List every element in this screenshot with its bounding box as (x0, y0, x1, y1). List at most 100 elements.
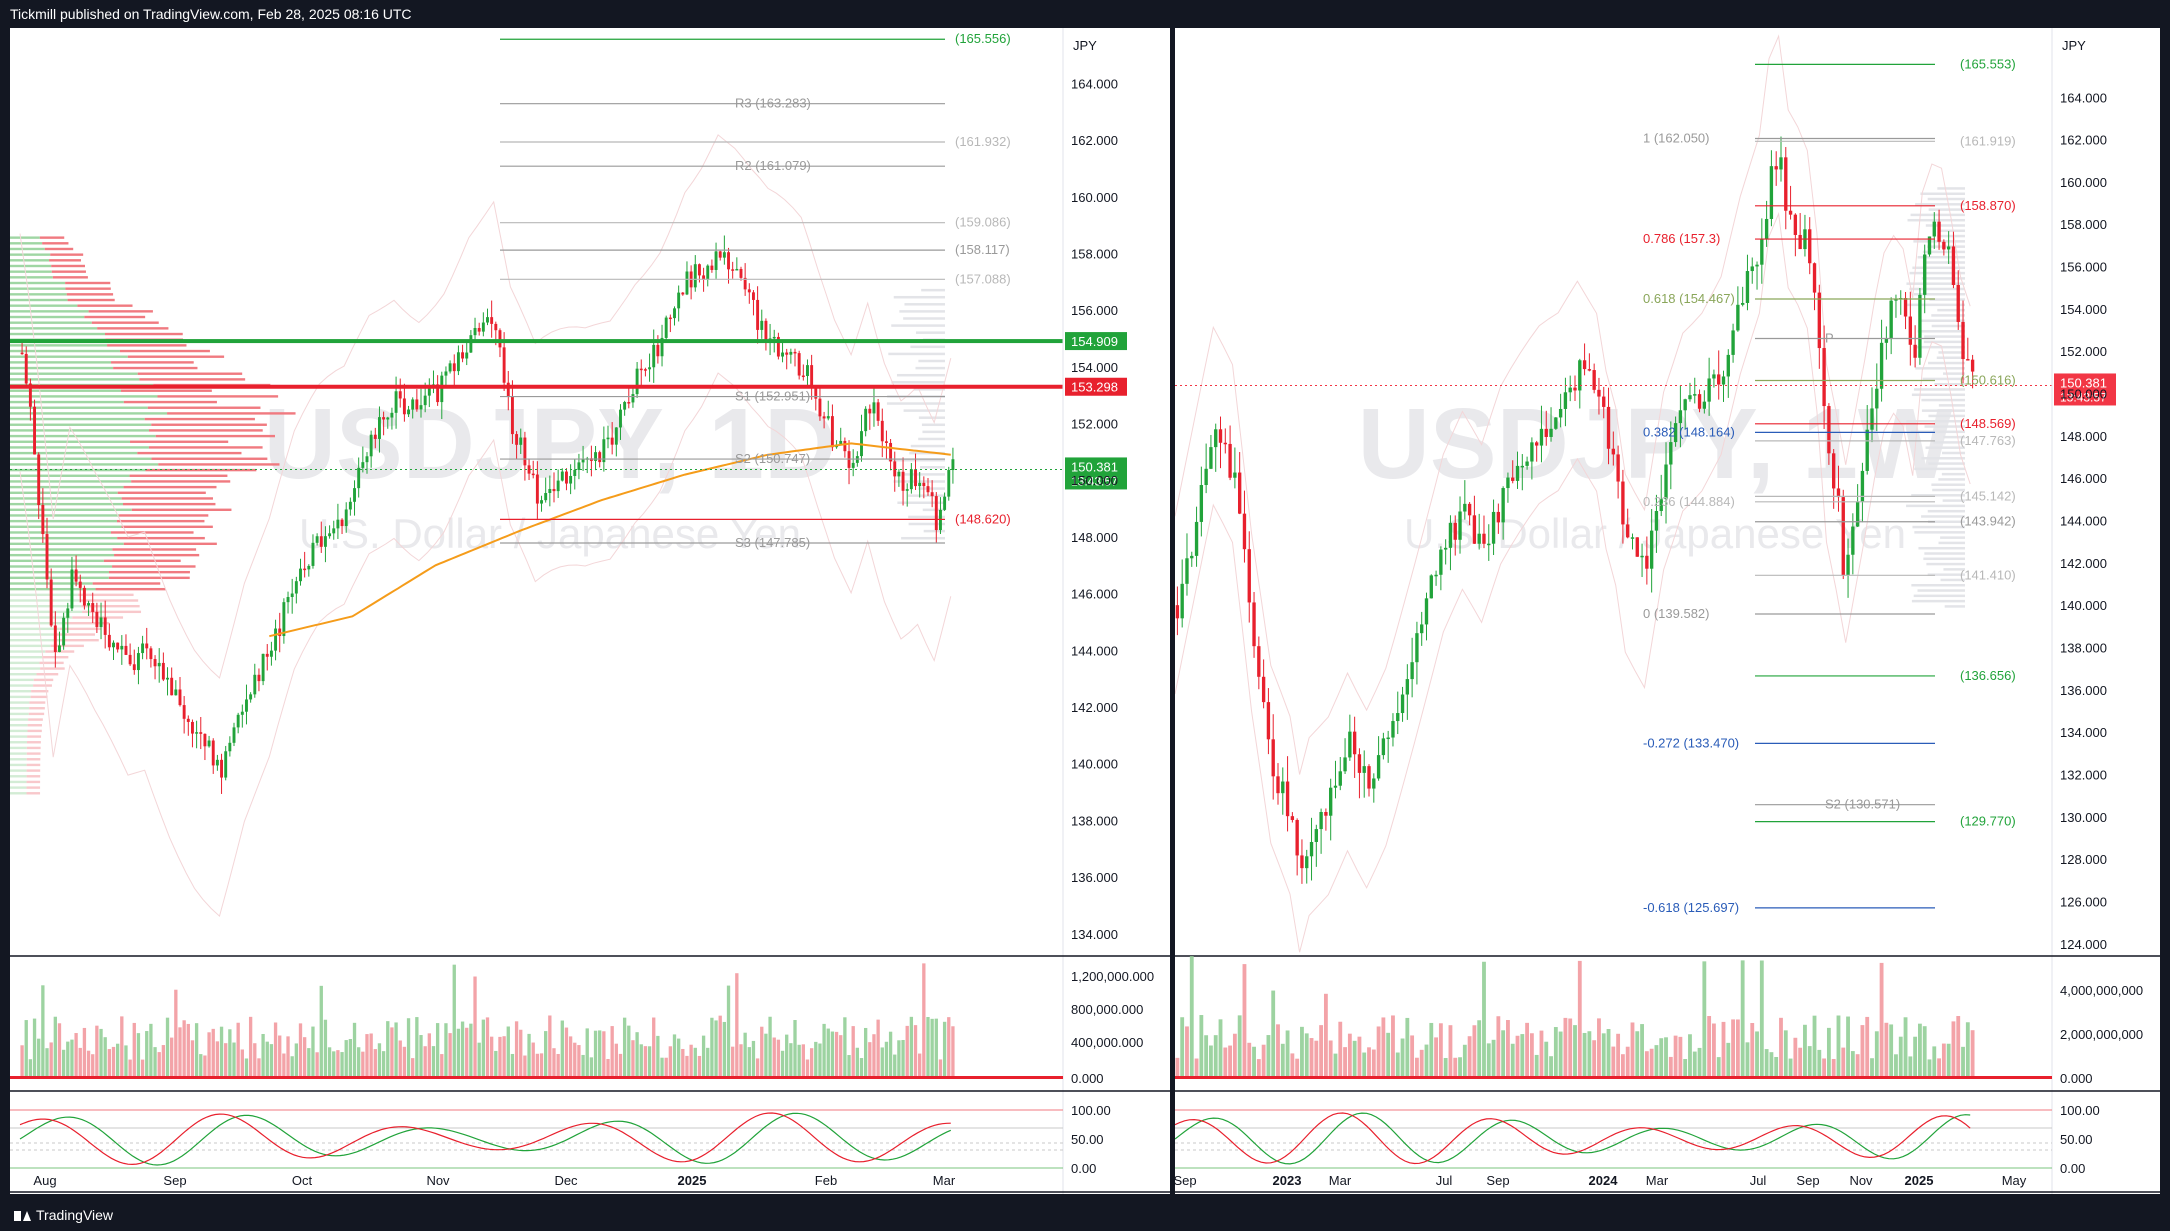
candle-body (1535, 442, 1539, 446)
candle-body (743, 277, 747, 290)
volume-bar (1922, 1026, 1927, 1078)
candle-body (37, 454, 41, 506)
volume-bar (1759, 960, 1764, 1078)
horizontal-level-line (10, 339, 1063, 344)
price-level-label: (158.870) (1960, 198, 2016, 213)
volume-profile-bar-up (10, 678, 34, 682)
candle-body (1352, 731, 1357, 755)
volume-bar (847, 1055, 851, 1078)
volume-bar (789, 1043, 793, 1078)
volume-bar (1573, 1025, 1577, 1078)
volume-bar (676, 1038, 681, 1078)
price-level-label: 0 (139.582) (1643, 606, 1710, 621)
volume-profile-bar-up (10, 423, 152, 426)
volume-bar (951, 1026, 955, 1078)
volume-bar (1831, 1058, 1836, 1078)
volume-bar (851, 1026, 855, 1078)
visible-range-profile-bar (1913, 293, 1965, 296)
volume-profile-bar-up (10, 434, 156, 438)
candle-body (1798, 234, 1802, 250)
candle-body (652, 344, 656, 368)
volume-bar (261, 1033, 265, 1078)
candle-body (58, 645, 61, 652)
volume-bar (369, 1033, 373, 1078)
visible-range-profile-bar (1928, 414, 1965, 418)
volume-profile-bar-up (10, 786, 27, 789)
candle-body (1827, 406, 1831, 454)
candle-body (1511, 477, 1515, 481)
volume-profile-bar-down (91, 321, 159, 324)
candle-body (573, 469, 577, 476)
volume-bar (1683, 1059, 1688, 1078)
candle-body (1927, 236, 1932, 255)
visible-range-profile-bar (1921, 277, 1965, 280)
candle-body (1870, 408, 1874, 430)
volume-bar (174, 989, 178, 1078)
y-tick-label: 160.000 (1071, 190, 1118, 205)
volume-profile-bar-up (10, 451, 138, 455)
candle-body (1261, 676, 1266, 703)
current-price-badge (2054, 373, 2116, 406)
visible-range-profile-bar (908, 515, 945, 519)
chart-panel-daily[interactable]: USDJPY, 1D U.S. Dollar / Japanese Yen (165… (10, 28, 1170, 1194)
volume-profile-bar-up (10, 310, 89, 313)
candle-body (556, 480, 560, 492)
volume-bar (1611, 1046, 1616, 1078)
volume-bar (298, 1023, 303, 1078)
candle-body (112, 642, 115, 648)
volume-profile-bar-up (10, 355, 128, 358)
chart-panel-weekly[interactable]: USDJPY, 1W U.S. Dollar / Japanese Yen (165… (1175, 28, 2160, 1194)
visible-range-profile-bar (1941, 472, 1965, 476)
candle-body (693, 264, 697, 288)
candle-body (1611, 448, 1615, 455)
volume-profile-bar-up (10, 553, 115, 557)
volume-bar (776, 1039, 781, 1078)
current-price-value: 150.381 (2060, 375, 2107, 390)
candle-body (656, 344, 660, 357)
y-tick-label: 154.000 (1071, 360, 1118, 375)
candle-body (1966, 359, 1970, 361)
volume-bar (70, 1039, 74, 1078)
y-tick-label: 130.000 (2060, 810, 2107, 825)
volume-bar (735, 973, 739, 1078)
candle-body (1822, 348, 1826, 407)
volume-profile-bar-up (10, 763, 27, 767)
volume-bar (153, 1047, 157, 1078)
volume-bar (95, 1025, 99, 1078)
volume-bar (1783, 1030, 1788, 1078)
volume-bar (1908, 1056, 1913, 1078)
volume-profile-bar-up (10, 735, 28, 738)
volume-bar (1175, 1057, 1180, 1078)
candle-body (33, 406, 36, 455)
daily-chart-svg[interactable]: USDJPY, 1DU.S. Dollar / Japanese Yen(165… (10, 28, 1170, 1194)
candle-body (1568, 387, 1572, 393)
candle-body (598, 452, 602, 463)
volume-bar (710, 1017, 714, 1078)
candle-body (660, 337, 664, 357)
volume-profile-bar-up (10, 542, 124, 546)
price-level-label: (161.932) (955, 134, 1011, 149)
candle-body (664, 317, 668, 338)
candle-body (1530, 442, 1534, 462)
volume-bar (668, 1046, 673, 1078)
volume-bar (793, 1020, 797, 1078)
volume-bar (1553, 1027, 1558, 1078)
volume-bar (1501, 1030, 1506, 1078)
weekly-chart-svg[interactable]: USDJPY, 1WU.S. Dollar / Japanese Yen(165… (1175, 28, 2160, 1194)
volume-bar (593, 1030, 598, 1078)
visible-range-profile-bar (1928, 208, 1965, 211)
volume-bar (1625, 1046, 1630, 1078)
volume-bar (485, 1017, 490, 1078)
candle-body (548, 488, 552, 494)
volume-bar (544, 1031, 548, 1078)
volume-bar (751, 1040, 756, 1078)
volume-bar (780, 1050, 785, 1078)
visible-range-profile-bar (1929, 298, 1965, 301)
x-tick-label: Oct (292, 1173, 313, 1188)
visible-range-profile-bar (1943, 372, 1965, 375)
band-lower (1175, 212, 1971, 953)
volume-bar (1740, 960, 1745, 1078)
visible-range-profile-bar (1915, 203, 1965, 206)
volume-bar (1438, 1023, 1443, 1078)
candle-body (1683, 399, 1687, 411)
